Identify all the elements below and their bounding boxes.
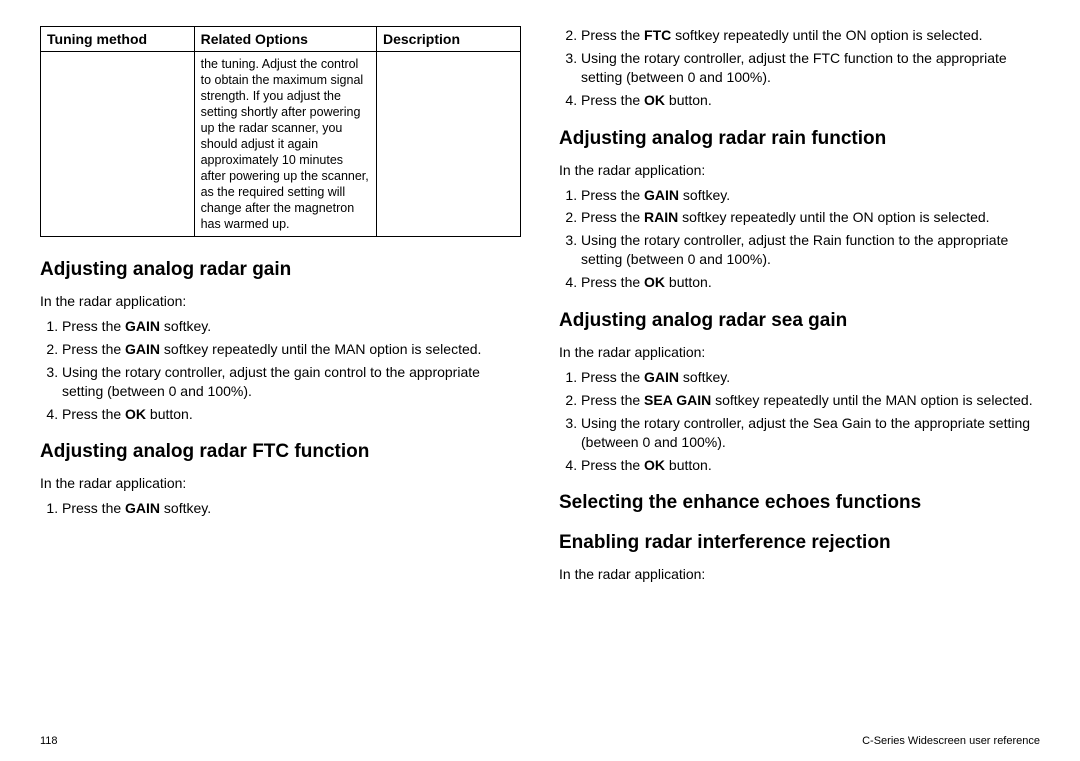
td-description (376, 52, 520, 237)
table-row: the tuning. Adjust the control to obtain… (41, 52, 521, 237)
list-item: Press the GAIN softkey repeatedly until … (62, 340, 521, 359)
rain-lead: In the radar application: (559, 162, 1040, 178)
heading-interference: Enabling radar interference rejection (559, 532, 1040, 554)
sea-lead: In the radar application: (559, 344, 1040, 360)
left-column: Tuning method Related Options Descriptio… (40, 26, 521, 729)
list-item: Using the rotary controller, adjust the … (581, 414, 1040, 452)
list-item: Using the rotary controller, adjust the … (581, 49, 1040, 87)
tuning-table: Tuning method Related Options Descriptio… (40, 26, 521, 237)
rain-steps: Press the GAIN softkey. Press the RAIN s… (559, 186, 1040, 292)
heading-sea: Adjusting analog radar sea gain (559, 310, 1040, 332)
td-tuning (41, 52, 195, 237)
gain-lead: In the radar application: (40, 293, 521, 309)
ftc-steps: Press the GAIN softkey. (40, 499, 521, 518)
list-item: Press the GAIN softkey. (62, 499, 521, 518)
list-item: Using the rotary controller, adjust the … (581, 231, 1040, 269)
document-page: Tuning method Related Options Descriptio… (0, 0, 1080, 761)
page-number: 118 (40, 735, 58, 747)
footer-reference: C-Series Widescreen user reference (862, 735, 1040, 747)
th-options: Related Options (194, 27, 376, 52)
heading-rain: Adjusting analog radar rain function (559, 128, 1040, 150)
gain-steps: Press the GAIN softkey. Press the GAIN s… (40, 317, 521, 423)
td-options: the tuning. Adjust the control to obtain… (194, 52, 376, 237)
table-header-row: Tuning method Related Options Descriptio… (41, 27, 521, 52)
list-item: Press the SEA GAIN softkey repeatedly un… (581, 391, 1040, 410)
heading-enhance: Selecting the enhance echoes functions (559, 492, 1040, 514)
two-column-layout: Tuning method Related Options Descriptio… (40, 26, 1040, 729)
sea-steps: Press the GAIN softkey. Press the SEA GA… (559, 368, 1040, 474)
list-item: Press the FTC softkey repeatedly until t… (581, 26, 1040, 45)
list-item: Press the OK button. (581, 456, 1040, 475)
ftc-lead: In the radar application: (40, 475, 521, 491)
list-item: Press the GAIN softkey. (581, 186, 1040, 205)
list-item: Using the rotary controller, adjust the … (62, 363, 521, 401)
list-item: Press the OK button. (581, 91, 1040, 110)
th-tuning: Tuning method (41, 27, 195, 52)
list-item: Press the GAIN softkey. (581, 368, 1040, 387)
list-item: Press the OK button. (581, 273, 1040, 292)
page-footer: 118 C-Series Widescreen user reference (40, 729, 1040, 761)
list-item: Press the GAIN softkey. (62, 317, 521, 336)
heading-gain: Adjusting analog radar gain (40, 259, 521, 281)
list-item: Press the OK button. (62, 405, 521, 424)
ftc-steps-cont: Press the FTC softkey repeatedly until t… (559, 26, 1040, 110)
interf-lead: In the radar application: (559, 566, 1040, 582)
heading-ftc: Adjusting analog radar FTC function (40, 441, 521, 463)
th-description: Description (376, 27, 520, 52)
list-item: Press the RAIN softkey repeatedly until … (581, 208, 1040, 227)
right-column: Press the FTC softkey repeatedly until t… (559, 26, 1040, 729)
